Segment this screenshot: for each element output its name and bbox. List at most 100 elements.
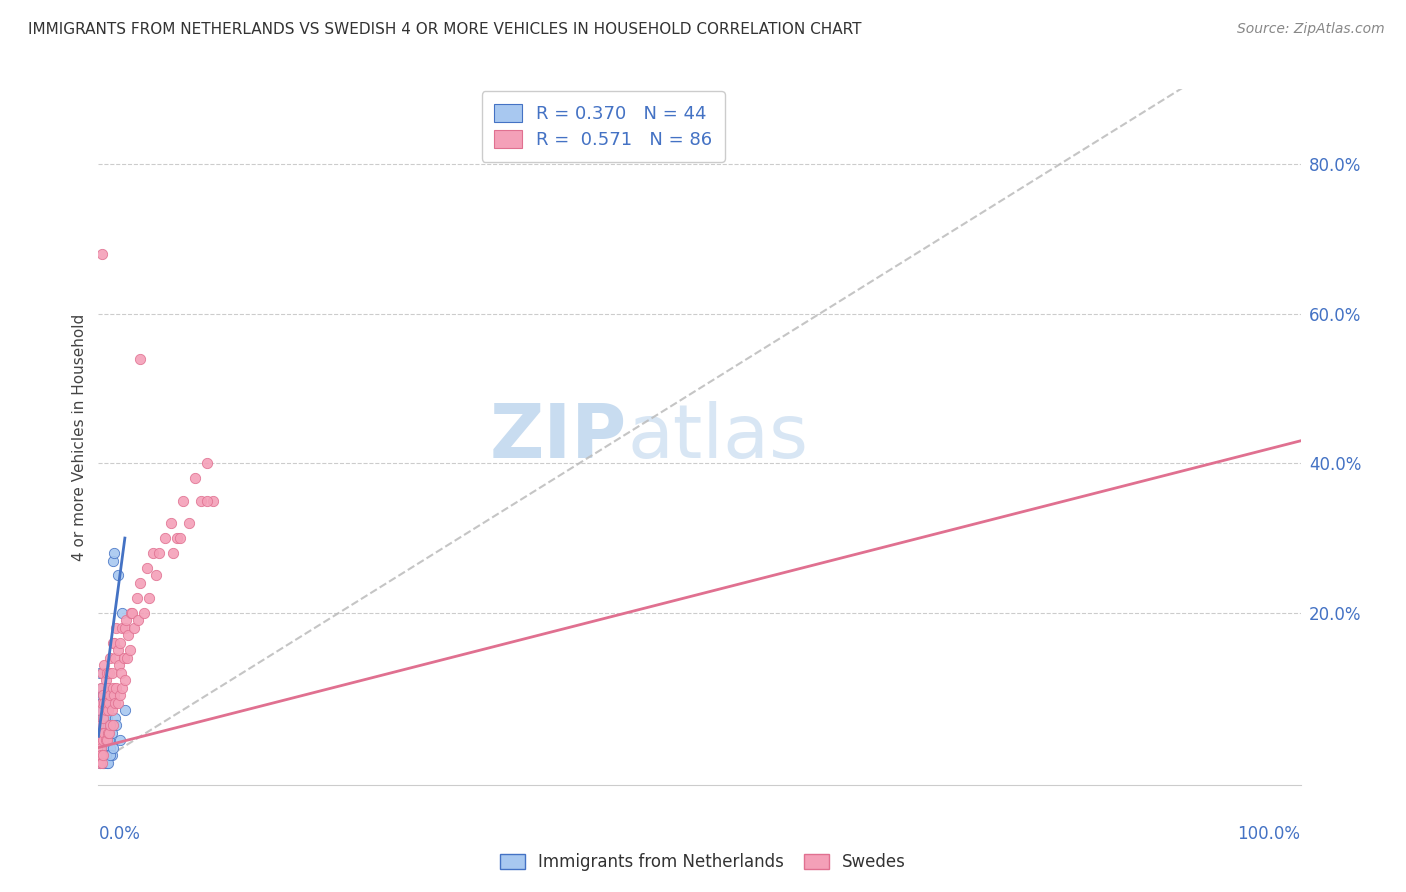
Text: 100.0%: 100.0% — [1237, 825, 1301, 843]
Point — [91, 681, 114, 695]
Point — [177, 516, 200, 530]
Text: atlas: atlas — [627, 401, 808, 474]
Point — [115, 613, 138, 627]
Point — [201, 493, 224, 508]
Point — [100, 688, 122, 702]
Point — [93, 658, 115, 673]
Point — [94, 703, 117, 717]
Point — [100, 703, 122, 717]
Point — [129, 351, 152, 366]
Point — [100, 718, 122, 732]
Point — [108, 733, 131, 747]
Point — [107, 643, 129, 657]
Point — [117, 650, 139, 665]
Text: ZIP: ZIP — [491, 401, 627, 474]
Point — [91, 711, 114, 725]
Point — [114, 703, 136, 717]
Point — [89, 756, 111, 770]
Point — [91, 718, 114, 732]
Point — [100, 740, 122, 755]
Point — [91, 711, 114, 725]
Point — [141, 546, 163, 560]
Point — [108, 688, 131, 702]
Point — [94, 733, 117, 747]
Point — [91, 756, 114, 770]
Point — [97, 756, 120, 770]
Point — [112, 650, 135, 665]
Point — [108, 636, 131, 650]
Point — [105, 681, 128, 695]
Point — [91, 733, 114, 747]
Point — [132, 606, 155, 620]
Point — [94, 718, 117, 732]
Point — [98, 696, 121, 710]
Point — [100, 650, 122, 665]
Point — [91, 696, 114, 710]
Point — [89, 733, 111, 747]
Point — [111, 606, 134, 620]
Point — [101, 718, 124, 732]
Point — [93, 696, 115, 710]
Point — [93, 711, 115, 725]
Point — [96, 740, 118, 755]
Point — [104, 650, 127, 665]
Point — [97, 681, 120, 695]
Point — [91, 747, 114, 762]
Point — [98, 696, 121, 710]
Point — [107, 568, 129, 582]
Point — [91, 247, 114, 261]
Point — [105, 621, 128, 635]
Point — [94, 747, 117, 762]
Point — [111, 681, 134, 695]
Point — [172, 493, 194, 508]
Point — [124, 621, 146, 635]
Point — [98, 665, 121, 680]
Point — [162, 546, 184, 560]
Text: Source: ZipAtlas.com: Source: ZipAtlas.com — [1237, 22, 1385, 37]
Point — [135, 561, 157, 575]
Point — [97, 718, 120, 732]
Point — [138, 591, 160, 605]
Point — [90, 740, 112, 755]
Point — [110, 665, 132, 680]
Point — [100, 725, 122, 739]
Point — [107, 696, 129, 710]
Point — [98, 733, 121, 747]
Point — [96, 665, 118, 680]
Point — [195, 493, 218, 508]
Point — [190, 493, 212, 508]
Point — [89, 703, 111, 717]
Point — [90, 688, 112, 702]
Point — [148, 546, 170, 560]
Point — [91, 747, 114, 762]
Point — [183, 471, 205, 485]
Point — [93, 725, 115, 739]
Point — [94, 673, 117, 688]
Point — [90, 747, 112, 762]
Point — [90, 703, 112, 717]
Point — [101, 681, 124, 695]
Point — [104, 711, 127, 725]
Point — [96, 696, 118, 710]
Point — [101, 636, 124, 650]
Point — [129, 576, 152, 591]
Text: 0.0%: 0.0% — [98, 825, 141, 843]
Point — [96, 725, 118, 739]
Point — [91, 756, 114, 770]
Point — [93, 756, 115, 770]
Point — [90, 718, 112, 732]
Point — [93, 725, 115, 739]
Point — [100, 747, 122, 762]
Point — [114, 673, 136, 688]
Point — [101, 553, 124, 567]
Point — [101, 740, 124, 755]
Point — [127, 613, 149, 627]
Point — [100, 665, 122, 680]
Point — [96, 733, 118, 747]
Point — [97, 733, 120, 747]
Point — [91, 696, 114, 710]
Point — [104, 696, 127, 710]
Point — [121, 606, 143, 620]
Point — [91, 688, 114, 702]
Point — [91, 688, 114, 702]
